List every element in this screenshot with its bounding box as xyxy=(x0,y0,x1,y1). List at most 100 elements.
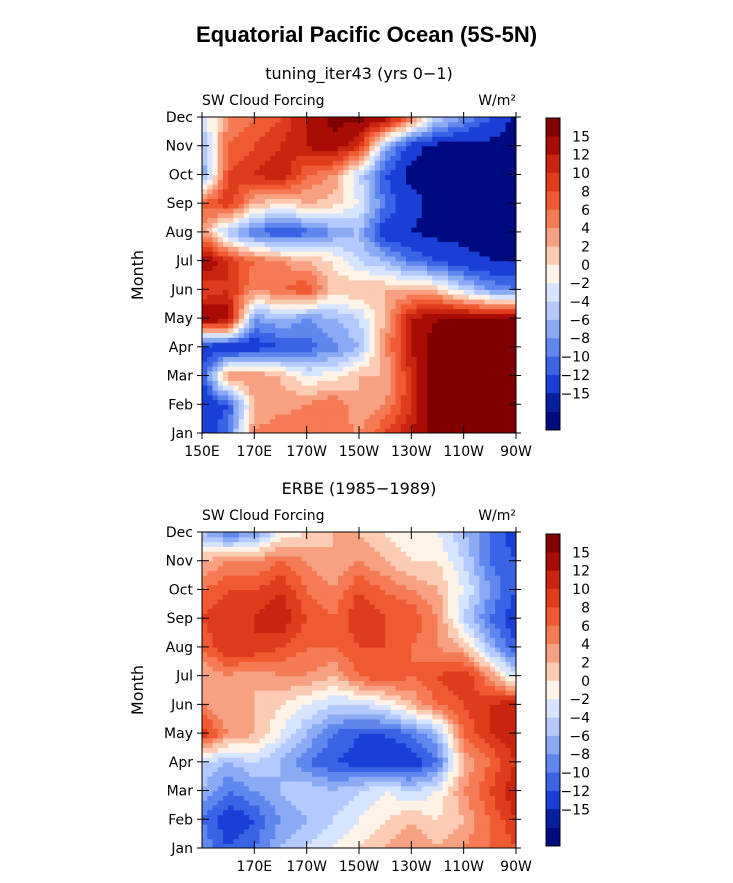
heatmap-cell xyxy=(233,342,240,348)
heatmap-cell xyxy=(453,270,460,276)
heatmap-cell xyxy=(270,131,276,137)
heatmap-cell xyxy=(437,322,444,329)
heatmap-cell xyxy=(332,184,339,190)
heatmap-cell xyxy=(495,126,501,132)
heatmap-cell xyxy=(400,404,407,410)
heatmap-cell xyxy=(327,145,334,152)
heatmap-cell xyxy=(411,160,418,166)
heatmap-cell xyxy=(400,227,407,233)
heatmap-cell xyxy=(202,150,208,156)
heatmap-cell xyxy=(264,131,271,137)
heatmap-cell xyxy=(447,188,454,195)
heatmap-cell xyxy=(468,399,475,405)
heatmap-cell xyxy=(510,212,516,219)
heatmap-cell xyxy=(290,184,297,190)
heatmap-cell xyxy=(311,385,318,391)
heatmap-cell xyxy=(233,227,240,233)
heatmap-cell xyxy=(395,790,402,796)
y-tick-label: Dec xyxy=(166,110,193,126)
heatmap-cell xyxy=(427,298,433,305)
heatmap-cell xyxy=(259,418,266,425)
heatmap-cell xyxy=(322,342,329,348)
heatmap-cell xyxy=(411,337,418,343)
heatmap-cell xyxy=(406,313,412,319)
heatmap-cell xyxy=(332,188,339,195)
heatmap-cell xyxy=(374,160,381,166)
heatmap-cell xyxy=(338,771,344,777)
heatmap-cell xyxy=(359,804,365,811)
heatmap-cell xyxy=(369,169,376,176)
heatmap-cell xyxy=(249,188,255,195)
heatmap-cell xyxy=(202,365,208,372)
heatmap-cell xyxy=(406,776,412,782)
heatmap-cell xyxy=(296,389,303,396)
heatmap-cell xyxy=(390,423,397,429)
heatmap-cell xyxy=(364,785,371,792)
heatmap-cell xyxy=(254,298,261,305)
heatmap-cell xyxy=(421,279,428,286)
heatmap-cell xyxy=(437,203,444,209)
heatmap-cell xyxy=(495,356,501,362)
heatmap-cell xyxy=(406,795,412,801)
heatmap-cell xyxy=(317,351,323,357)
heatmap-cell xyxy=(207,279,214,286)
heatmap-cell xyxy=(322,780,329,787)
heatmap-cell xyxy=(474,294,480,300)
heatmap-cell xyxy=(432,389,439,396)
heatmap-cell xyxy=(285,155,292,161)
heatmap-cell xyxy=(489,275,496,281)
heatmap-cell xyxy=(484,814,491,820)
heatmap-cell xyxy=(280,322,287,329)
heatmap-cell xyxy=(510,222,516,228)
heatmap-cell xyxy=(327,409,334,415)
heatmap-cell xyxy=(338,270,344,276)
heatmap-cell xyxy=(474,217,480,223)
heatmap-cell xyxy=(285,833,292,840)
heatmap-cell xyxy=(411,418,418,425)
heatmap-cell xyxy=(510,150,516,156)
heatmap-cell xyxy=(500,327,507,334)
heatmap-cell xyxy=(217,198,224,204)
heatmap-cell xyxy=(311,270,318,276)
heatmap-cell xyxy=(369,428,376,433)
heatmap-cell xyxy=(489,780,496,787)
heatmap-cell xyxy=(254,160,261,166)
heatmap-cell xyxy=(212,385,219,391)
heatmap-cell xyxy=(301,150,308,156)
heatmap-cell xyxy=(249,174,255,180)
heatmap-cell xyxy=(437,399,444,405)
heatmap-cell xyxy=(212,294,219,300)
heatmap-cell xyxy=(364,838,371,844)
heatmap-cell xyxy=(406,289,412,295)
heatmap-cell xyxy=(301,303,308,310)
heatmap-cell xyxy=(202,164,208,171)
heatmap-cell xyxy=(395,833,402,840)
heatmap-cell xyxy=(458,236,465,243)
heatmap-cell xyxy=(468,804,475,811)
heatmap-cell xyxy=(484,346,491,353)
heatmap-cell xyxy=(306,275,313,281)
heatmap-cell xyxy=(264,385,271,391)
heatmap-cell xyxy=(369,198,376,204)
heatmap-cell xyxy=(306,342,313,348)
heatmap-cell xyxy=(406,231,412,238)
heatmap-cell xyxy=(311,298,318,305)
heatmap-cell xyxy=(322,179,329,185)
heatmap-cell xyxy=(379,121,386,128)
heatmap-cell xyxy=(500,375,507,381)
heatmap-cell xyxy=(484,275,491,281)
heatmap-cell xyxy=(427,140,433,147)
heatmap-cell xyxy=(364,212,371,219)
heatmap-cell xyxy=(327,833,334,840)
heatmap-cell xyxy=(317,207,323,214)
heatmap-cell xyxy=(327,236,334,243)
heatmap-cell xyxy=(421,361,428,367)
heatmap-cell xyxy=(254,346,261,353)
heatmap-cell xyxy=(369,236,376,243)
heatmap-cell xyxy=(510,308,516,314)
heatmap-cell xyxy=(296,809,303,816)
heatmap-cell xyxy=(243,795,250,801)
heatmap-cell xyxy=(374,203,381,209)
heatmap-cell xyxy=(379,246,386,252)
heatmap-cell xyxy=(207,332,214,338)
